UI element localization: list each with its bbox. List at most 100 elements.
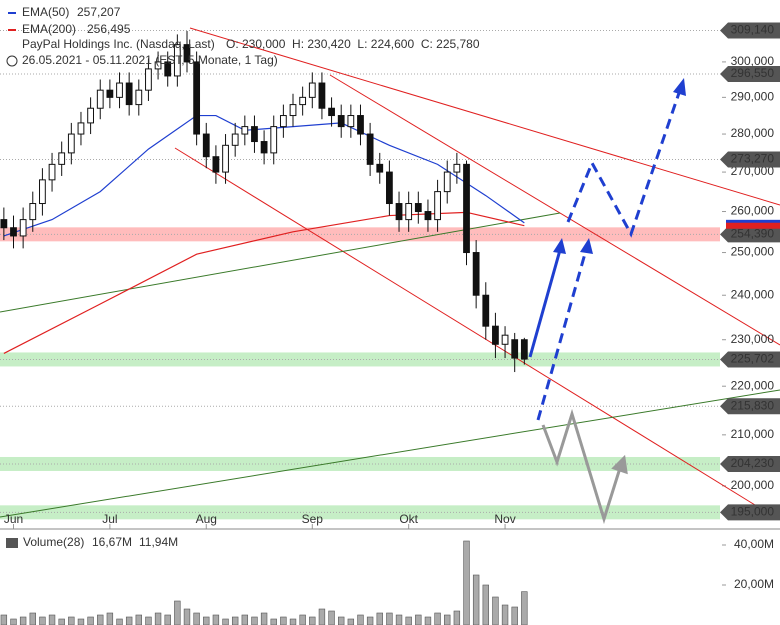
candle-body xyxy=(482,294,490,327)
volume-bar xyxy=(492,596,499,625)
volume-bar xyxy=(212,614,220,625)
trendline xyxy=(0,389,780,518)
legend-label: EMA(200) xyxy=(22,22,76,36)
volume-bar xyxy=(309,616,316,625)
candle-body xyxy=(183,44,191,63)
candle-body xyxy=(289,104,297,117)
arrow xyxy=(566,89,682,238)
volume-bar xyxy=(415,614,422,625)
volume-bar xyxy=(405,616,412,625)
volume-bar xyxy=(183,608,191,625)
volume-bar xyxy=(116,618,123,625)
arrow-head xyxy=(553,238,566,254)
volume-bar xyxy=(260,612,268,625)
x-tick-label: Nov xyxy=(494,512,515,526)
y-tick-label: 250,000 xyxy=(731,245,775,259)
volume-bar xyxy=(453,610,461,625)
ohlc: O: 230,000 H: 230,420 L: 224,600 C: 225,… xyxy=(226,37,480,51)
candle-body xyxy=(212,156,220,173)
legend-swatch xyxy=(8,12,16,14)
candle-body xyxy=(501,334,509,345)
arrows xyxy=(528,78,686,525)
volume-bar xyxy=(251,616,258,625)
candle-body xyxy=(357,115,364,135)
volume-bar xyxy=(511,606,518,625)
candle-body xyxy=(395,203,403,221)
candle-body xyxy=(260,141,268,154)
volume-bar xyxy=(299,614,306,625)
level-box xyxy=(720,151,780,168)
y-tick-label: 230,000 xyxy=(731,332,775,346)
volume-bar xyxy=(482,584,489,625)
arrow-head xyxy=(673,78,686,96)
candle-body xyxy=(279,115,287,128)
candle-body xyxy=(116,82,123,98)
candle-body xyxy=(463,163,470,254)
trendline xyxy=(189,27,780,206)
volume-bar xyxy=(395,614,403,625)
x-tick-label: Jun xyxy=(4,512,23,526)
candle-body xyxy=(145,68,152,91)
volume-bar xyxy=(328,610,335,625)
trendline xyxy=(174,147,756,506)
candle-body xyxy=(0,219,8,229)
candle-body xyxy=(135,89,143,106)
y-tick-label: 270,000 xyxy=(731,164,775,178)
legend-value: 257,207 xyxy=(77,5,121,19)
legend-label: EMA(50) xyxy=(22,5,69,19)
volume-value: 16,67M xyxy=(92,535,132,549)
volume-bar xyxy=(501,604,509,625)
volume-bar xyxy=(357,614,364,625)
volume-bar xyxy=(366,616,374,625)
y-tick-label: 260,000 xyxy=(731,204,775,218)
level-box xyxy=(720,504,780,521)
candle-body xyxy=(106,89,114,98)
candle-body xyxy=(10,227,17,237)
candle-body xyxy=(318,82,326,109)
legend-swatch xyxy=(8,29,16,31)
x-tick-label: Sep xyxy=(302,512,324,526)
level-box xyxy=(720,351,780,368)
volume-bar xyxy=(222,618,229,625)
level-label: 273,270 xyxy=(731,152,775,166)
arrow-head xyxy=(580,238,593,254)
volume-bar xyxy=(164,614,171,625)
candle-body xyxy=(308,82,316,98)
volume-bar xyxy=(48,614,56,625)
volume-bar xyxy=(87,616,94,625)
volume-bar xyxy=(174,600,181,625)
arrow xyxy=(536,249,588,421)
candle-body xyxy=(251,126,258,143)
candle-body xyxy=(39,179,46,205)
volume-bar xyxy=(376,612,383,625)
x-tick-label: Aug xyxy=(196,512,217,526)
volume-bar xyxy=(463,540,470,625)
y-tick-label: 300,000 xyxy=(731,54,775,68)
candle-body xyxy=(19,219,27,237)
volume-bar xyxy=(193,612,200,625)
candle-body xyxy=(173,44,181,77)
volume-bar xyxy=(0,614,8,625)
volume-bar xyxy=(472,574,480,625)
volume-bar xyxy=(289,618,297,625)
volume-bar xyxy=(424,616,432,625)
candle-body xyxy=(376,163,384,173)
y-tick-label: 210,000 xyxy=(731,427,775,441)
candle-body xyxy=(58,152,66,165)
grid xyxy=(0,30,726,586)
candle-body xyxy=(472,252,480,296)
volume-bar xyxy=(77,618,85,625)
volume-title: Volume(28) xyxy=(23,535,84,549)
candle-body xyxy=(347,115,355,128)
volume-bar xyxy=(338,616,345,625)
volume-bar xyxy=(135,614,142,625)
volume-bar xyxy=(145,616,152,625)
volume-bar xyxy=(231,616,239,625)
volume-bar xyxy=(434,612,441,625)
chart-title: PayPal Holdings Inc. (Nasdaq, Last) xyxy=(22,37,215,51)
volume-bar xyxy=(444,614,451,625)
candle-body xyxy=(154,61,162,70)
legend-value: 256,495 xyxy=(87,22,131,36)
y-tick-label: 240,000 xyxy=(731,287,775,301)
volume-bar xyxy=(386,612,393,625)
